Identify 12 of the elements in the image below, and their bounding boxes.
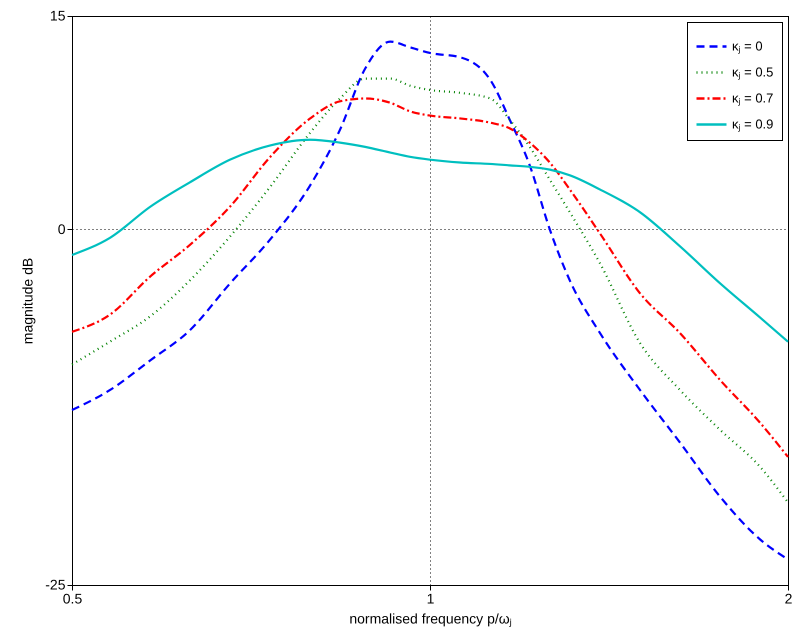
x-axis-title: normalised frequency p/ωⱼ	[349, 610, 512, 628]
legend-label: κⱼ = 0.9	[732, 116, 774, 132]
x-tick-label: 1	[426, 590, 435, 606]
y-axis-title: magnitude dB	[19, 258, 36, 344]
legend-label: κⱼ = 0.5	[732, 64, 774, 80]
y-tick-label: -25	[45, 576, 66, 592]
y-tick-label: 0	[58, 220, 66, 237]
x-tick-label: 0.5	[62, 590, 82, 606]
legend-label: κⱼ = 0	[732, 38, 763, 54]
x-tick-label: 2	[784, 590, 792, 606]
y-tick-label: 15	[50, 8, 66, 24]
legend-label: κⱼ = 0.7	[732, 90, 774, 106]
